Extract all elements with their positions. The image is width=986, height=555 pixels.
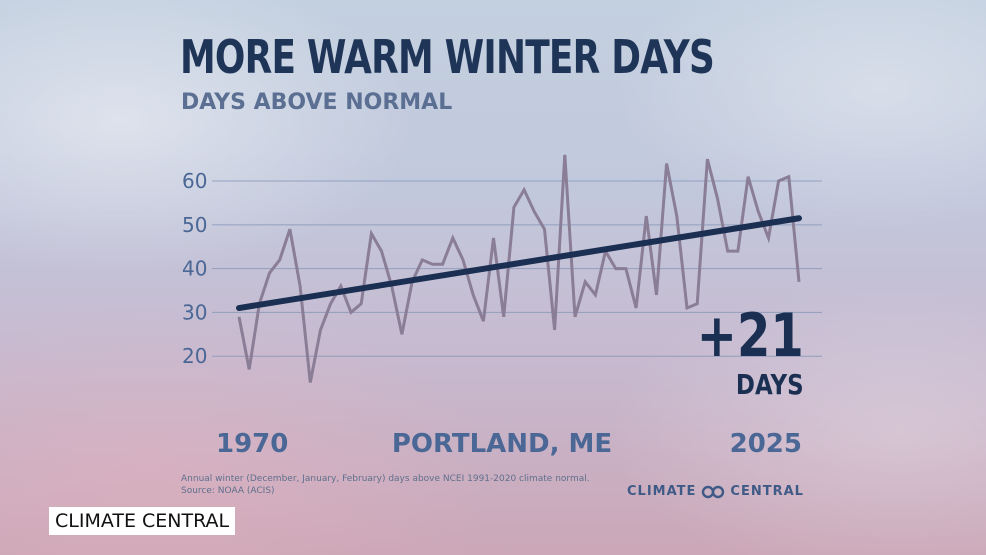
x-tick-label-end: 2025	[730, 429, 802, 459]
logo-text-left: CLIMATE	[627, 484, 697, 499]
chart-subtitle: DAYS ABOVE NORMAL	[181, 90, 453, 115]
x-tick-label-start: 1970	[216, 429, 288, 459]
footnote-source: Source: NOAA (ACIS)	[181, 486, 275, 496]
y-tick-label: 60	[182, 169, 207, 193]
linked-rings-icon	[702, 485, 725, 498]
y-tick-label: 50	[182, 213, 207, 237]
location-label: PORTLAND, ME	[392, 429, 612, 459]
chart-title: MORE WARM WINTER DAYS	[180, 30, 715, 84]
logo-text-right: CENTRAL	[730, 484, 804, 499]
y-tick-label: 30	[182, 300, 207, 324]
footnote-description: Annual winter (December, January, Februa…	[181, 474, 590, 484]
y-tick-labels: 20 30 40 50 60	[182, 169, 207, 368]
trend-change-unit: DAYS	[736, 368, 804, 401]
watermark-label: CLIMATE CENTRAL	[49, 507, 236, 535]
y-tick-label: 20	[182, 344, 207, 368]
series-trend-line	[236, 215, 802, 312]
trend-change-value: +21	[696, 301, 804, 371]
climate-central-logo: CLIMATE CENTRAL	[627, 484, 804, 499]
gridlines	[212, 180, 822, 357]
series-annual-days-line	[237, 154, 801, 383]
footnote: Annual winter (December, January, Februa…	[181, 473, 590, 497]
y-tick-label: 40	[182, 257, 207, 281]
data-series	[236, 154, 802, 383]
